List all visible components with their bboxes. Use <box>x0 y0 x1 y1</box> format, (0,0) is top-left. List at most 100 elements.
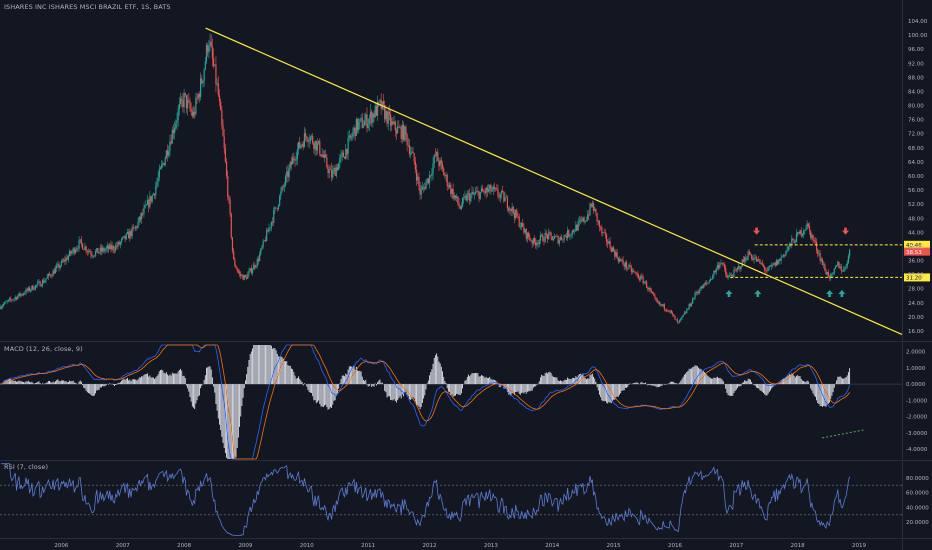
candle-body <box>153 193 156 196</box>
candle-body <box>754 257 756 258</box>
candle-body <box>159 167 162 170</box>
price-candle <box>223 128 225 154</box>
candle-body <box>361 117 363 128</box>
candle-body <box>676 319 678 322</box>
candle-body <box>465 195 467 201</box>
candle-body <box>156 182 158 187</box>
price-candle <box>439 157 441 170</box>
candle-body <box>243 275 245 280</box>
candle-body <box>467 193 470 195</box>
price-candle <box>700 286 702 291</box>
price-candle <box>762 263 765 268</box>
price-candle <box>111 241 113 253</box>
candle-body <box>373 113 375 118</box>
candle-body <box>764 266 766 270</box>
candle-body <box>266 230 268 241</box>
candle-body <box>522 222 524 228</box>
price-candle <box>804 229 806 235</box>
price-candle <box>220 98 222 111</box>
candle-body <box>204 61 206 70</box>
price-candle <box>302 140 304 151</box>
candle-body <box>261 246 263 249</box>
price-candle <box>255 264 257 269</box>
candle-body <box>725 268 727 274</box>
candle-body <box>686 309 688 314</box>
price-candle <box>375 103 378 117</box>
price-candle <box>57 261 59 268</box>
candle-body <box>615 252 617 257</box>
price-candle <box>801 233 804 238</box>
candle-body <box>177 109 179 120</box>
price-candle <box>634 270 636 274</box>
rsi-axis-tick: 20.0000 <box>906 520 929 526</box>
price-candle <box>21 293 24 296</box>
candle-body <box>833 268 835 273</box>
candle-body <box>484 191 486 194</box>
macd-axis-tick: 2.0000 <box>906 350 926 356</box>
price-candle <box>84 242 86 251</box>
price-candle <box>745 254 747 264</box>
candle-body <box>184 93 186 96</box>
price-candle <box>742 256 745 263</box>
candle-body <box>235 265 237 269</box>
candle-body <box>190 108 192 112</box>
candle-body <box>254 264 256 268</box>
candle-body <box>682 314 684 317</box>
price-candle <box>609 236 611 250</box>
candle-body <box>741 259 743 267</box>
price-candle <box>483 189 485 194</box>
candle-body <box>155 186 157 196</box>
candle-body <box>182 100 184 108</box>
price-candle <box>281 185 283 194</box>
price-candle <box>642 274 644 286</box>
price-candle <box>528 231 530 240</box>
price-candle <box>385 105 387 122</box>
candle-body <box>148 199 150 208</box>
price-candle <box>51 273 53 279</box>
price-candle <box>263 239 265 242</box>
candle-body <box>64 259 66 262</box>
candle-body <box>517 216 519 218</box>
price-candle <box>236 266 238 273</box>
price-candle <box>230 212 232 240</box>
candle-body <box>646 281 648 288</box>
price-candle <box>506 195 509 212</box>
candle-body <box>824 264 826 271</box>
price-candle <box>241 273 243 278</box>
candle-body <box>151 195 153 202</box>
candle-body <box>208 46 210 53</box>
candle-body <box>388 111 391 115</box>
price-candle <box>26 287 28 293</box>
current-price-label: 38.53 <box>906 250 922 256</box>
candle-body <box>452 188 454 199</box>
candle-body <box>343 157 346 159</box>
macd-axis-tick: -3.0000 <box>906 431 928 437</box>
candle-body <box>12 299 14 301</box>
candle-body <box>712 275 714 279</box>
price-candle <box>569 233 571 241</box>
candle-body <box>621 259 623 261</box>
candle-body <box>45 278 47 281</box>
price-candle <box>2 302 5 308</box>
candle-body <box>767 267 769 272</box>
price-candle <box>457 196 459 206</box>
candle-body <box>352 132 354 137</box>
candle-body <box>111 245 113 250</box>
candle-body <box>840 266 842 271</box>
price-candle <box>365 112 367 126</box>
price-candle <box>238 269 241 278</box>
price-candle <box>471 186 473 199</box>
price-candle <box>133 227 136 229</box>
price-candle <box>493 182 496 193</box>
price-candle <box>480 185 483 193</box>
price-candle <box>172 124 175 139</box>
candle-body <box>44 280 46 283</box>
price-candle <box>575 220 577 232</box>
price-candle <box>382 94 385 111</box>
candle-body <box>773 262 775 265</box>
price-candle <box>843 266 845 272</box>
price-candle <box>502 185 504 193</box>
candle-body <box>846 262 848 267</box>
candle-body <box>394 121 396 131</box>
